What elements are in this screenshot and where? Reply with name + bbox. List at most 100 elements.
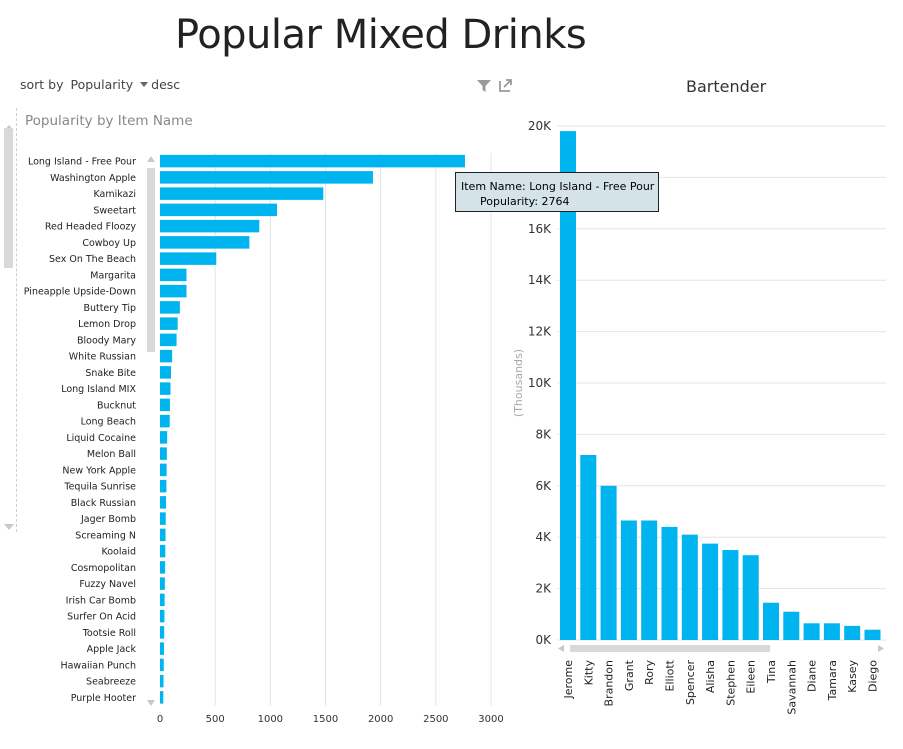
bar[interactable] (160, 317, 178, 330)
bar[interactable] (620, 520, 637, 640)
scroll-up-icon (147, 156, 155, 162)
y-tick-label: 4K (535, 530, 552, 544)
bar[interactable] (160, 626, 165, 639)
scrollbar-thumb[interactable] (147, 168, 155, 352)
category-label: Jerome (562, 660, 575, 700)
bar[interactable] (160, 674, 164, 688)
bar[interactable] (160, 171, 373, 184)
sort-prefix: sort by (20, 77, 64, 92)
scroll-down-icon[interactable] (4, 516, 14, 535)
bar[interactable] (160, 561, 166, 574)
category-label: Hawaiian Punch (60, 660, 136, 671)
bar[interactable] (641, 520, 658, 640)
bar[interactable] (742, 555, 759, 640)
category-label: Snake Bite (85, 368, 136, 379)
bar[interactable] (681, 534, 698, 640)
bar[interactable] (560, 131, 576, 640)
bar[interactable] (160, 609, 165, 623)
category-label: Irish Car Bomb (66, 595, 136, 606)
bar[interactable] (763, 602, 779, 640)
category-label: Stephen (724, 660, 737, 706)
bar[interactable] (160, 187, 324, 200)
bar[interactable] (160, 463, 167, 477)
category-label: Melon Ball (87, 449, 136, 460)
bar[interactable] (160, 496, 167, 509)
bar[interactable] (160, 219, 260, 233)
page-title: Popular Mixed Drinks (175, 12, 587, 58)
popout-icon[interactable] (498, 78, 514, 97)
scroll-down-icon (147, 700, 155, 706)
bar[interactable] (803, 623, 820, 640)
category-label: Diane (806, 660, 819, 692)
bar[interactable] (823, 623, 840, 640)
category-label: Eileen (745, 660, 758, 694)
category-label: Surfer On Acid (67, 612, 136, 623)
bar[interactable] (160, 349, 173, 363)
chevron-down-icon[interactable] (140, 82, 149, 87)
bar[interactable] (864, 629, 881, 640)
category-label: Tamara (826, 660, 839, 701)
tooltip-pop-label: Popularity: (480, 195, 539, 208)
bar[interactable] (702, 543, 719, 640)
filter-icon[interactable] (476, 78, 492, 97)
bar[interactable] (722, 550, 739, 640)
left-chart-title: Popularity by Item Name (25, 113, 193, 129)
x-tick-label: 2500 (423, 714, 448, 725)
category-label: Purple Hooter (71, 693, 136, 704)
bar[interactable] (160, 268, 187, 282)
bar[interactable] (160, 658, 164, 672)
y-tick-label: 10K (528, 376, 552, 390)
bar[interactable] (600, 485, 617, 640)
y-axis-label: (Thousands) (512, 349, 525, 417)
left-scrollbar-thumb[interactable] (4, 128, 13, 268)
bar[interactable] (160, 431, 168, 444)
x-tick-label: 1500 (313, 714, 338, 725)
bar[interactable] (844, 625, 861, 640)
bar[interactable] (160, 398, 170, 412)
bar[interactable] (160, 414, 170, 428)
x-tick-label: 3000 (478, 714, 503, 725)
category-label: Kasey (846, 660, 859, 693)
sort-control[interactable]: sort by Popularity desc (20, 77, 183, 92)
bar[interactable] (160, 447, 167, 460)
bar[interactable] (160, 642, 164, 655)
sort-direction[interactable]: desc (151, 77, 181, 92)
bar[interactable] (160, 528, 166, 542)
bar[interactable] (160, 203, 277, 217)
bar[interactable] (160, 479, 167, 493)
category-label: Red Headed Floozy (45, 222, 137, 233)
category-label: Elliott (664, 659, 677, 691)
bar[interactable] (160, 544, 166, 558)
bar[interactable] (160, 333, 177, 347)
category-label: Long Island - Free Pour (28, 157, 136, 168)
bar[interactable] (160, 154, 465, 168)
bar[interactable] (160, 366, 172, 379)
category-label: Kitty (582, 660, 595, 686)
category-label: Liquid Cocaine (66, 433, 136, 444)
bar[interactable] (160, 252, 217, 265)
category-label: Spencer (684, 660, 697, 706)
y-tick-label: 20K (528, 119, 552, 133)
category-label: Tina (765, 660, 778, 684)
bar[interactable] (160, 301, 180, 314)
bar[interactable] (160, 577, 165, 590)
bar[interactable] (160, 512, 166, 525)
category-label: Buttery Tip (83, 303, 136, 314)
x-tick-label: 1000 (258, 714, 283, 725)
bar[interactable] (160, 691, 164, 704)
bar[interactable] (580, 454, 597, 640)
scrollbar-thumb[interactable] (570, 645, 770, 652)
category-label: Long Beach (81, 417, 136, 428)
bar[interactable] (160, 593, 165, 607)
bar[interactable] (160, 284, 187, 298)
sort-field[interactable]: Popularity (70, 77, 134, 92)
x-tick-label: 2000 (368, 714, 393, 725)
bar[interactable] (783, 611, 800, 640)
bar[interactable] (160, 382, 171, 395)
category-label: Alisha (704, 660, 717, 693)
bar[interactable] (661, 526, 678, 640)
bar[interactable] (160, 236, 250, 249)
category-label: Bucknut (97, 400, 136, 411)
